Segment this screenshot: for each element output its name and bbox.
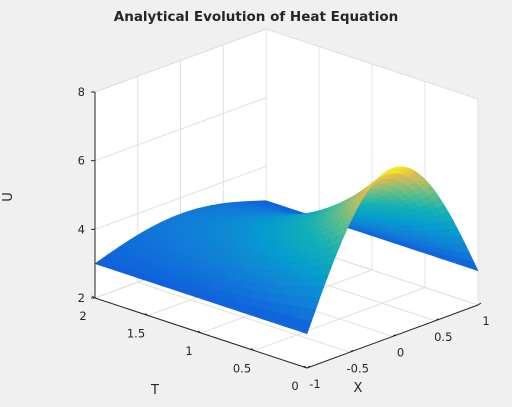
- x-tick: [477, 302, 482, 306]
- t-tick-label: 2: [79, 309, 86, 323]
- grid-line-z: [94, 165, 267, 230]
- x-tick-label: 1: [482, 314, 489, 328]
- t-tick-label: 1: [185, 344, 192, 358]
- grid-line-z: [94, 97, 267, 162]
- z-axis-label: U: [1, 192, 16, 202]
- t-tick: [144, 313, 149, 316]
- x-axis-label: X: [354, 381, 363, 396]
- t-tick: [250, 348, 255, 351]
- surface-patch: [299, 319, 312, 335]
- t-tick-label: 0: [291, 379, 298, 393]
- t-tick-label: 0.5: [233, 362, 251, 376]
- z-tick-label: 2: [78, 291, 85, 305]
- z-tick-label: 6: [78, 154, 85, 168]
- grid-line-z: [94, 28, 267, 93]
- x-tick-label: 0: [397, 346, 404, 360]
- y-axis-label: T: [150, 383, 159, 398]
- tick-labels: -1 -0.5 0 0.5 1 0 0.5 1 1.5 2 2 4 6 8: [78, 85, 490, 393]
- t-tick: [303, 365, 308, 369]
- x-tick: [392, 334, 396, 337]
- x-tick-label: 0.5: [434, 330, 452, 344]
- x-tick: [434, 318, 439, 322]
- grid-line-t-floor: [253, 287, 426, 351]
- x-tick: [306, 365, 311, 369]
- heat-surface: [94, 166, 479, 335]
- t-tick: [197, 330, 202, 334]
- axes: [91, 91, 482, 369]
- t-tick-label: 1.5: [127, 327, 145, 341]
- x-tick: [349, 349, 354, 353]
- x-tick-label: -0.5: [347, 361, 369, 375]
- x-tick-label: -1: [309, 377, 320, 391]
- chart-title: Analytical Evolution of Heat Equation: [114, 9, 398, 25]
- z-tick-label: 4: [78, 222, 85, 236]
- z-tick-label: 8: [78, 85, 85, 99]
